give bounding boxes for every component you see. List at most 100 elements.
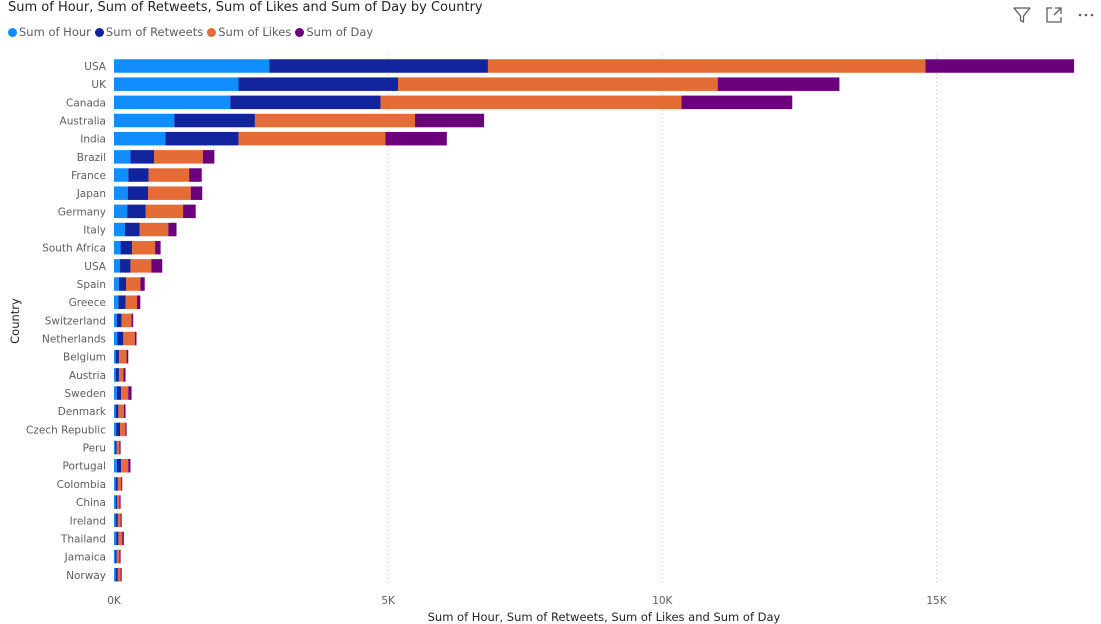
filter-icon[interactable] bbox=[1011, 4, 1033, 26]
bar-segment[interactable] bbox=[398, 77, 718, 91]
bar-segment[interactable] bbox=[415, 113, 485, 128]
bar-segment[interactable] bbox=[126, 349, 129, 364]
bar-segment[interactable] bbox=[114, 477, 116, 491]
bar-segment[interactable] bbox=[122, 531, 124, 546]
bar-segment[interactable] bbox=[126, 277, 141, 291]
bar-segment[interactable] bbox=[116, 458, 122, 473]
bar-segment[interactable] bbox=[115, 549, 117, 564]
bar-segment[interactable] bbox=[117, 495, 120, 509]
bar-segment[interactable] bbox=[121, 386, 129, 400]
bar-segment[interactable] bbox=[115, 349, 119, 364]
bar-segment[interactable] bbox=[147, 186, 191, 200]
bar-segment[interactable] bbox=[174, 113, 255, 128]
bar-segment[interactable] bbox=[123, 331, 135, 346]
bar-segment[interactable] bbox=[114, 240, 121, 255]
bar-segment[interactable] bbox=[114, 59, 270, 73]
bar-segment[interactable] bbox=[168, 222, 177, 237]
bar-segment[interactable] bbox=[114, 404, 116, 418]
bar-segment[interactable] bbox=[717, 77, 840, 91]
bar-segment[interactable] bbox=[137, 295, 141, 309]
bar-segment[interactable] bbox=[154, 150, 203, 164]
bar-segment[interactable] bbox=[114, 113, 175, 128]
bar-segment[interactable] bbox=[114, 277, 119, 291]
bar-segment[interactable] bbox=[120, 568, 122, 582]
bar-segment[interactable] bbox=[121, 477, 123, 491]
bar-segment[interactable] bbox=[148, 168, 190, 182]
bar-segment[interactable] bbox=[155, 240, 161, 255]
focus-mode-icon[interactable] bbox=[1043, 4, 1065, 26]
bar-segment[interactable] bbox=[116, 531, 119, 546]
bar-segment[interactable] bbox=[238, 77, 399, 91]
bar-segment[interactable] bbox=[114, 549, 116, 564]
bar-segment[interactable] bbox=[115, 477, 118, 491]
bar-segment[interactable] bbox=[385, 131, 447, 146]
bar-segment[interactable] bbox=[117, 477, 122, 491]
bar-segment[interactable] bbox=[114, 331, 118, 346]
bar-segment[interactable] bbox=[116, 386, 122, 400]
bar-segment[interactable] bbox=[128, 168, 149, 182]
bar-segment[interactable] bbox=[118, 531, 123, 546]
bar-segment[interactable] bbox=[114, 131, 166, 146]
bar-segment[interactable] bbox=[130, 150, 155, 164]
bar-segment[interactable] bbox=[151, 259, 163, 273]
bar-segment[interactable] bbox=[925, 59, 1075, 73]
bar-segment[interactable] bbox=[117, 331, 124, 346]
bar-segment[interactable] bbox=[230, 95, 381, 110]
bar-segment[interactable] bbox=[118, 368, 124, 382]
bar-segment[interactable] bbox=[117, 513, 121, 528]
bar-segment[interactable] bbox=[114, 222, 125, 237]
bar-segment[interactable] bbox=[114, 568, 116, 582]
bar-segment[interactable] bbox=[118, 349, 127, 364]
bar-segment[interactable] bbox=[114, 204, 128, 219]
bar-segment[interactable] bbox=[114, 95, 231, 110]
bar-segment[interactable] bbox=[117, 568, 121, 582]
bar-segment[interactable] bbox=[125, 295, 138, 309]
bar-segment[interactable] bbox=[189, 168, 202, 182]
bar-segment[interactable] bbox=[114, 295, 119, 309]
bar-segment[interactable] bbox=[115, 568, 118, 582]
bar-segment[interactable] bbox=[114, 440, 116, 455]
bar-segment[interactable] bbox=[127, 186, 148, 200]
legend-item-hour[interactable]: Sum of Hour bbox=[8, 25, 91, 39]
bar-segment[interactable] bbox=[115, 368, 119, 382]
bar-segment[interactable] bbox=[118, 404, 124, 418]
bar-segment[interactable] bbox=[269, 59, 488, 73]
bar-segment[interactable] bbox=[190, 186, 203, 200]
bar-segment[interactable] bbox=[114, 422, 117, 437]
bar-segment[interactable] bbox=[132, 240, 156, 255]
bar-segment[interactable] bbox=[124, 222, 140, 237]
bar-segment[interactable] bbox=[116, 549, 120, 564]
bar-segment[interactable] bbox=[130, 259, 152, 273]
bar-segment[interactable] bbox=[114, 313, 117, 328]
bar-segment[interactable] bbox=[131, 313, 134, 328]
bar-segment[interactable] bbox=[115, 440, 117, 455]
bar-segment[interactable] bbox=[119, 495, 121, 509]
bar-segment[interactable] bbox=[115, 404, 119, 418]
bar-segment[interactable] bbox=[114, 495, 116, 509]
bar-segment[interactable] bbox=[121, 458, 129, 473]
bar-segment[interactable] bbox=[121, 313, 132, 328]
bar-segment[interactable] bbox=[114, 349, 116, 364]
bar-segment[interactable] bbox=[202, 150, 215, 164]
bar-segment[interactable] bbox=[380, 95, 682, 110]
bar-segment[interactable] bbox=[119, 440, 121, 455]
bar-segment[interactable] bbox=[123, 368, 126, 382]
bar-segment[interactable] bbox=[114, 386, 117, 400]
bar-segment[interactable] bbox=[114, 531, 117, 546]
bar-segment[interactable] bbox=[487, 59, 926, 73]
bar-segment[interactable] bbox=[119, 549, 121, 564]
bar-segment[interactable] bbox=[120, 422, 126, 437]
bar-segment[interactable] bbox=[116, 313, 122, 328]
bar-segment[interactable] bbox=[238, 131, 386, 146]
more-options-icon[interactable] bbox=[1075, 4, 1097, 26]
bar-segment[interactable] bbox=[128, 458, 131, 473]
bar-segment[interactable] bbox=[114, 259, 121, 273]
bar-segment[interactable] bbox=[116, 422, 121, 437]
bar-segment[interactable] bbox=[115, 513, 118, 528]
bar-segment[interactable] bbox=[128, 386, 132, 400]
bar-segment[interactable] bbox=[165, 131, 239, 146]
bar-segment[interactable] bbox=[114, 368, 116, 382]
legend-item-likes[interactable]: Sum of Likes bbox=[207, 25, 291, 39]
legend-item-retweets[interactable]: Sum of Retweets bbox=[94, 25, 203, 39]
bar-segment[interactable] bbox=[183, 204, 196, 219]
